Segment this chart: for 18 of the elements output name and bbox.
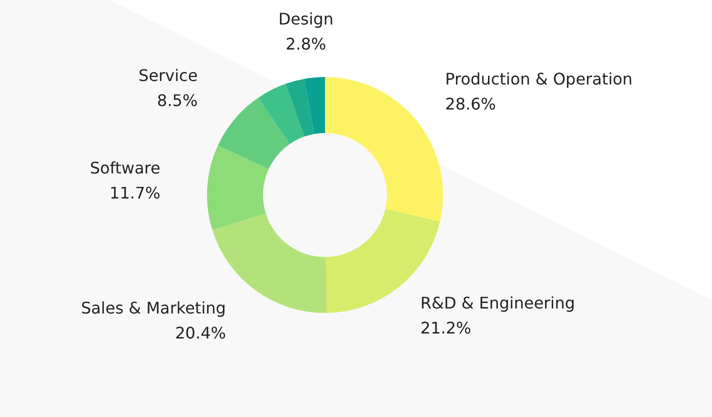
slice-label: Software bbox=[90, 158, 160, 178]
slice-label: R&D & Engineering bbox=[420, 294, 575, 313]
donut-slice bbox=[325, 77, 443, 222]
donut-slice bbox=[304, 77, 325, 134]
donut-slice bbox=[207, 145, 269, 230]
slice-label: Sales & Marketing bbox=[80, 298, 226, 318]
data-label: 28.6% bbox=[445, 94, 496, 114]
slice-label: Service bbox=[138, 66, 198, 85]
data-label: 20.4% bbox=[175, 323, 226, 342]
donut-slice bbox=[258, 84, 304, 144]
donut-slice bbox=[286, 78, 314, 137]
data-label: 21.2% bbox=[420, 318, 472, 338]
slice-label: Design bbox=[278, 10, 334, 29]
data-label: 2.8% bbox=[286, 34, 326, 54]
donut-slice bbox=[218, 98, 290, 169]
data-label: 8.5% bbox=[157, 90, 198, 110]
data-label: 11.7% bbox=[110, 183, 160, 202]
slice-label: Production & Operation bbox=[445, 69, 633, 88]
